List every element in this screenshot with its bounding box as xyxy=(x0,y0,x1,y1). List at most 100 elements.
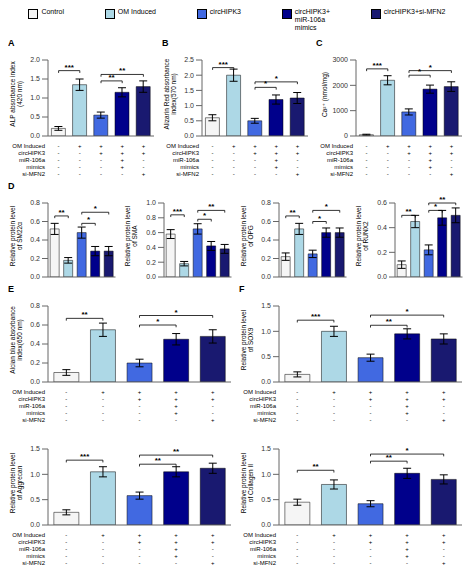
svg-text:0.4: 0.4 xyxy=(30,340,40,347)
html-text:Relative protein level of SOX9: Relative protein level of SOX9 xyxy=(240,309,254,371)
svg-text:0.2: 0.2 xyxy=(146,259,156,266)
svg-text:*: * xyxy=(429,63,433,72)
svg-text:1.0: 1.0 xyxy=(261,471,271,478)
svg-text:0.6: 0.6 xyxy=(261,218,271,225)
svg-text:1.5: 1.5 xyxy=(261,302,271,309)
svg-text:0.0: 0.0 xyxy=(146,273,156,280)
svg-text:*: * xyxy=(325,202,329,211)
svg-text:**: ** xyxy=(173,447,180,456)
html-text:Relative protein level of SMA: Relative protein level of SMA xyxy=(124,205,139,267)
svg-text:*: * xyxy=(418,67,422,76)
html-text:Alizarin Red absorbance index(: Alizarin Red absorbance index(570 nm) xyxy=(163,58,177,130)
svg-text:***: *** xyxy=(311,312,321,321)
svg-text:0.0: 0.0 xyxy=(377,273,387,280)
svg-text:**: ** xyxy=(405,207,412,216)
svg-text:**: ** xyxy=(58,208,65,217)
svg-text:0.0: 0.0 xyxy=(261,273,271,280)
svg-text:1.5: 1.5 xyxy=(184,87,194,94)
html-text:Control: Control xyxy=(41,8,64,15)
html-text:circHIPK3: circHIPK3 xyxy=(209,8,241,15)
svg-text:0.6: 0.6 xyxy=(30,321,40,328)
svg-text:***: *** xyxy=(219,60,229,69)
html-text:Relative protein level of RUNX: Relative protein level of RUNX2 xyxy=(355,205,370,267)
svg-text:1.5: 1.5 xyxy=(30,75,40,82)
html-text:Ca²⁺ (nmol/mg): Ca²⁺ (nmol/mg) xyxy=(320,71,328,117)
svg-text:0.5: 0.5 xyxy=(184,117,194,124)
svg-text:*: * xyxy=(156,317,160,326)
svg-text:0: 0 xyxy=(344,132,348,139)
html-text:Alcian blue absorbance index(6: Alcian blue absorbance index(650 nm) xyxy=(9,306,23,374)
svg-text:**: ** xyxy=(81,310,88,319)
svg-text:*: * xyxy=(202,211,206,220)
svg-text:2.5: 2.5 xyxy=(184,56,194,63)
html-text:OM Induced: OM Induced xyxy=(117,8,156,15)
svg-text:*: * xyxy=(175,308,179,317)
svg-text:***: *** xyxy=(172,207,182,216)
svg-text:0.0: 0.0 xyxy=(261,521,271,528)
svg-text:0.8: 0.8 xyxy=(30,302,40,309)
svg-text:**: ** xyxy=(108,73,115,82)
svg-text:0.5: 0.5 xyxy=(261,496,271,503)
svg-text:2.0: 2.0 xyxy=(30,56,40,63)
svg-text:**: ** xyxy=(289,208,296,217)
svg-text:0.2: 0.2 xyxy=(30,255,40,262)
svg-text:**: ** xyxy=(208,202,215,211)
svg-text:0.0: 0.0 xyxy=(30,273,40,280)
svg-text:***: *** xyxy=(80,452,90,461)
svg-text:*: * xyxy=(406,446,410,455)
svg-text:0.8: 0.8 xyxy=(261,199,271,206)
svg-text:*: * xyxy=(318,214,322,223)
svg-text:0.0: 0.0 xyxy=(261,378,271,385)
svg-text:0.0: 0.0 xyxy=(30,521,40,528)
svg-text:0.0: 0.0 xyxy=(184,132,194,139)
svg-text:0.8: 0.8 xyxy=(146,214,156,221)
html-text:Relative protein level of OPG: Relative protein level of OPG xyxy=(240,205,254,267)
svg-text:**: ** xyxy=(119,66,126,75)
html-text:circHIPK3+ miR-106a mimics: circHIPK3+ miR-106a mimics xyxy=(294,8,330,31)
svg-text:3000: 3000 xyxy=(332,56,348,63)
svg-text:1000: 1000 xyxy=(332,107,348,114)
svg-text:0.5: 0.5 xyxy=(261,353,271,360)
svg-text:1.5: 1.5 xyxy=(30,445,40,452)
svg-text:0.4: 0.4 xyxy=(30,236,40,243)
svg-text:**: ** xyxy=(386,317,393,326)
svg-text:0.2: 0.2 xyxy=(30,359,40,366)
svg-text:0.4: 0.4 xyxy=(261,236,271,243)
svg-text:0.8: 0.8 xyxy=(30,199,40,206)
svg-text:2000: 2000 xyxy=(332,82,348,89)
svg-text:1.0: 1.0 xyxy=(184,102,194,109)
svg-text:0.0: 0.0 xyxy=(30,378,40,385)
svg-text:1.5: 1.5 xyxy=(261,445,271,452)
svg-text:0.6: 0.6 xyxy=(30,218,40,225)
html-text:Relative protein level of SM22: Relative protein level of SM22α xyxy=(9,205,23,267)
svg-text:**: ** xyxy=(155,456,162,465)
svg-text:***: *** xyxy=(65,63,75,72)
svg-text:*: * xyxy=(87,215,91,224)
svg-text:0.2: 0.2 xyxy=(377,249,387,256)
svg-text:*: * xyxy=(275,74,279,83)
svg-text:**: ** xyxy=(439,195,446,204)
svg-text:0.0: 0.0 xyxy=(30,132,40,139)
svg-text:1.0: 1.0 xyxy=(30,471,40,478)
svg-text:***: *** xyxy=(373,61,383,70)
html-text:Relative protein level of Aggr: Relative protein level of Aggrecan xyxy=(9,452,23,514)
svg-text:2.0: 2.0 xyxy=(184,72,194,79)
svg-text:0.4: 0.4 xyxy=(146,244,156,251)
svg-text:*: * xyxy=(94,204,98,213)
svg-text:0.6: 0.6 xyxy=(377,199,387,206)
svg-text:*: * xyxy=(406,307,410,316)
svg-text:1.0: 1.0 xyxy=(146,199,156,206)
svg-text:*: * xyxy=(264,79,268,88)
svg-text:**: ** xyxy=(312,462,319,471)
svg-text:0.6: 0.6 xyxy=(146,229,156,236)
svg-text:0.2: 0.2 xyxy=(261,255,271,262)
svg-text:0.5: 0.5 xyxy=(30,496,40,503)
svg-text:**: ** xyxy=(386,453,393,462)
svg-text:1.0: 1.0 xyxy=(261,328,271,335)
svg-text:*: * xyxy=(433,202,437,211)
svg-text:0.4: 0.4 xyxy=(377,224,387,231)
html-text:ALP absorbance index (420 nm): ALP absorbance index (420 nm) xyxy=(9,61,23,127)
svg-text:0.5: 0.5 xyxy=(30,113,40,120)
svg-text:1.0: 1.0 xyxy=(30,94,40,101)
html-text:Relative protein level of Coll: Relative protein level of Collagen II xyxy=(240,452,254,514)
